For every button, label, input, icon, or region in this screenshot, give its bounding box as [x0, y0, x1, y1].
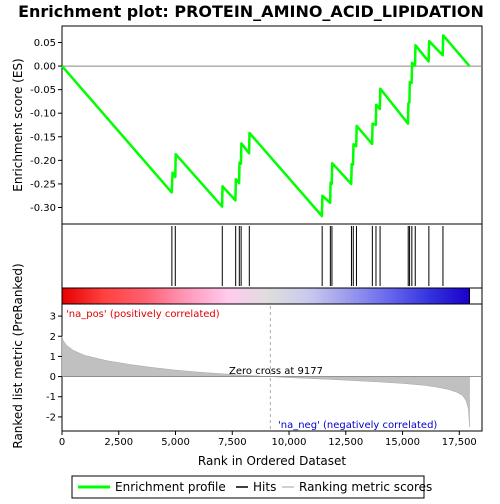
metric-y-tick-label: -2: [46, 412, 56, 423]
metric-panel: 3 2 1 0 -1 -2 'na_pos' (positively correlated…: [11, 263, 483, 449]
ranking-metric-area: [61, 336, 470, 428]
x-axis-label: Rank in Ordered Dataset: [198, 454, 346, 468]
x-tick-label: 17,500: [442, 437, 477, 448]
hits-panel: [61, 223, 483, 289]
chart-title: Enrichment plot: PROTEIN_AMINO_ACID_LIPI…: [18, 2, 484, 21]
gradient-panel: [61, 287, 483, 305]
legend-hits-label: Hits: [253, 480, 276, 494]
es-panel-frame: [61, 25, 483, 225]
es-y-tick-label: -0.10: [30, 109, 56, 120]
hits-panel-frame: [61, 223, 483, 289]
gradient-bar-tail: [469, 287, 483, 305]
es-y-tick-label: -0.30: [30, 203, 56, 214]
negative-correlated-label: 'na_neg' (negatively correlated): [278, 420, 437, 431]
metric-y-tick-label: 0: [50, 372, 56, 383]
x-tick-label: 0: [59, 437, 65, 448]
es-y-tick-label: -0.25: [30, 179, 56, 190]
x-tick-label: 5,000: [161, 437, 190, 448]
es-panel: 0.05 0.00 -0.05 -0.10 -0.15 -0.20 -0.25 -0.30 E…: [11, 25, 483, 225]
es-y-tick-label: 0.05: [34, 38, 56, 49]
metric-y-tick-label: 1: [50, 352, 56, 363]
es-y-ticks: 0.05 0.00 -0.05 -0.10 -0.15 -0.20 -0.25 -0.30: [30, 38, 62, 214]
metric-y-ticks: 3 2 1 0 -1 -2: [46, 312, 62, 423]
es-y-tick-label: -0.05: [30, 85, 56, 96]
metric-y-axis-label: Ranked list metric (PreRanked): [11, 263, 25, 448]
metric-y-tick-label: 3: [50, 312, 56, 323]
positive-correlated-label: 'na_pos' (positively correlated): [66, 309, 220, 320]
es-y-tick-label: -0.15: [30, 132, 56, 143]
x-tick-label: 7,500: [218, 437, 247, 448]
legend-enrichment-label: Enrichment profile: [115, 480, 226, 494]
es-y-tick-label: 0.00: [34, 62, 56, 73]
zero-cross-label: Zero cross at 9177: [229, 366, 323, 377]
metric-y-tick-label: 2: [50, 332, 56, 343]
es-y-axis-label: Enrichment score (ES): [11, 58, 25, 191]
x-tick-label: 10,000: [272, 437, 307, 448]
x-tick-label: 2,500: [104, 437, 133, 448]
legend-metric-label: Ranking metric scores: [299, 480, 432, 494]
es-y-tick-label: -0.20: [30, 156, 56, 167]
x-tick-label: 12,500: [328, 437, 363, 448]
metric-y-tick-label: -1: [46, 392, 56, 403]
x-ticks: 0 2,500 5,000 7,500 10,000 12,500 15,000 17,500: [59, 431, 477, 448]
x-tick-label: 15,000: [385, 437, 420, 448]
hit-marks: [171, 226, 444, 286]
ranking-gradient-bar: [61, 287, 470, 305]
enrichment-profile-line: [61, 34, 471, 218]
legend: Enrichment profile Hits Ranking metric s…: [71, 475, 432, 499]
